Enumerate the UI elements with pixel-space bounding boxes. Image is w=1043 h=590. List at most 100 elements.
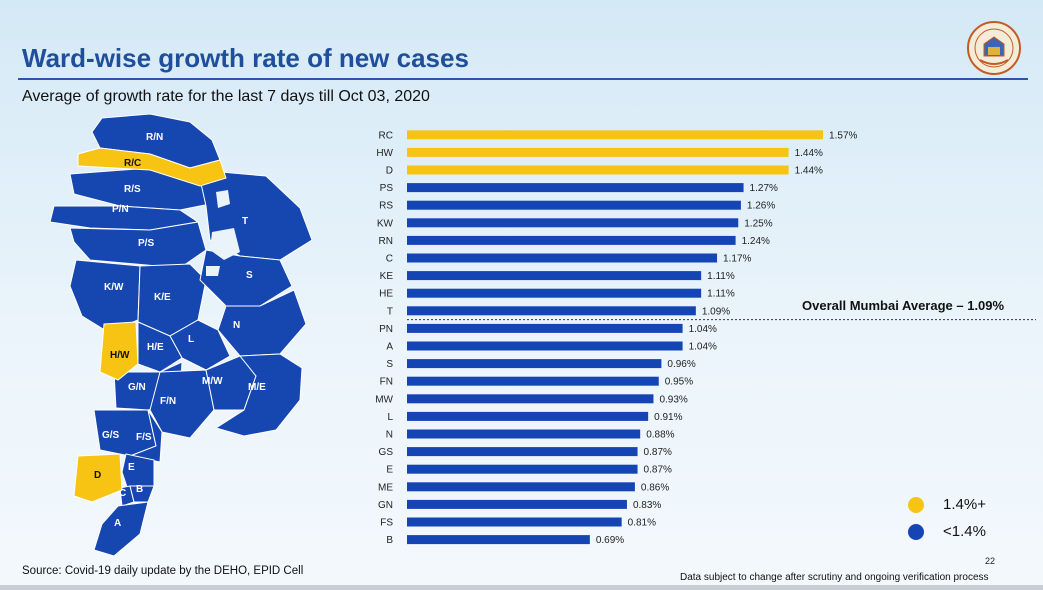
map-labels: R/N R/C R/S P/N P/S K/W K/E T S N L H/W … [94, 132, 266, 529]
growth-rate-bar-chart: RC 1.57% HW 1.44% D 1.44% PS 1.27% RS 1.26% KW 1.25… [375, 130, 1036, 546]
map-label: L [188, 334, 194, 345]
map-label: P/N [112, 204, 129, 215]
category-label: FN [380, 377, 393, 388]
value-label: 0.87% [644, 447, 672, 458]
map-label: S [246, 270, 253, 281]
category-label: T [387, 306, 393, 317]
category-label: HW [376, 148, 393, 159]
value-label: 1.44% [795, 166, 823, 177]
map-label: G/S [102, 430, 120, 441]
map-label: H/E [147, 342, 164, 353]
map-label: A [114, 518, 121, 529]
bar-hw [407, 147, 789, 157]
value-label: 1.04% [689, 324, 717, 335]
value-label: 1.24% [742, 236, 770, 247]
category-label: RS [379, 201, 393, 212]
category-label: C [386, 254, 393, 265]
map-landmass [49, 113, 313, 557]
category-label: L [387, 412, 393, 423]
bar-n [407, 429, 641, 439]
map-label: M/E [248, 382, 266, 393]
lake-hole [216, 190, 230, 208]
bar-fs [407, 517, 622, 527]
bar-e [407, 464, 638, 474]
value-label: 1.11% [707, 271, 735, 282]
category-label: GS [379, 447, 394, 458]
value-label: 1.26% [747, 201, 775, 212]
map-label: M/W [202, 376, 223, 387]
map-label: T [242, 216, 248, 227]
category-label: N [386, 430, 393, 441]
bar-kw [407, 218, 739, 228]
category-label: HE [379, 289, 393, 300]
bar-l [407, 411, 649, 421]
bar-rc [407, 130, 824, 140]
map-label: F/S [136, 432, 152, 443]
legend-label: <1.4% [943, 523, 986, 540]
bar-d [407, 165, 789, 175]
map-label: R/N [146, 132, 163, 143]
bar-c [407, 253, 718, 263]
map-label: N [233, 320, 240, 331]
map-highlighted-wards [73, 147, 227, 503]
bar-rn [407, 235, 736, 245]
lake-hole [206, 266, 220, 276]
ward-shape-a [93, 501, 149, 557]
value-label: 0.91% [654, 412, 682, 423]
value-label: 0.87% [644, 465, 672, 476]
map-label: G/N [128, 382, 146, 393]
value-label: 0.69% [596, 535, 624, 546]
legend-item-low: <1.4% [908, 518, 986, 545]
value-label: 0.96% [667, 359, 695, 370]
legend-dot-low-icon [908, 523, 924, 540]
category-label: A [386, 342, 393, 353]
page-subtitle: Average of growth rate for the last 7 da… [22, 88, 430, 105]
map-label: K/E [154, 292, 171, 303]
municipal-seal-icon [967, 21, 1021, 75]
ward-map: R/N R/C R/S P/N P/S K/W K/E T S N L H/W … [49, 113, 313, 557]
ward-shape-rc [77, 147, 227, 187]
category-label: FS [380, 518, 393, 529]
bar-mw [407, 394, 654, 404]
map-label: C [119, 488, 126, 499]
value-label: 1.44% [795, 148, 823, 159]
value-label: 0.93% [659, 394, 687, 405]
page-number: 22 [985, 556, 996, 566]
category-label: RC [379, 130, 393, 141]
title-divider [18, 78, 1028, 80]
map-label: D [94, 470, 101, 481]
value-label: 0.88% [646, 430, 674, 441]
ward-shape-ps [69, 221, 207, 269]
map-label: K/W [104, 282, 124, 293]
value-label: 1.27% [750, 183, 778, 194]
legend-item-high: 1.4%+ [908, 491, 986, 518]
bar-gs [407, 447, 638, 457]
ward-shape-hw [99, 321, 139, 381]
bottom-band [0, 585, 1043, 590]
category-label: KE [380, 271, 394, 282]
average-annotation: Overall Mumbai Average – 1.09% [802, 298, 1005, 313]
value-label: 1.11% [707, 289, 735, 300]
source-note: Source: Covid-19 daily update by the DEH… [22, 565, 304, 577]
disclaimer-note: Data subject to change after scrutiny an… [680, 572, 989, 583]
ward-shape-d [73, 453, 123, 503]
value-label: 1.25% [744, 218, 772, 229]
category-label: PN [379, 324, 393, 335]
bar-a [407, 341, 683, 351]
map-label: F/N [160, 396, 176, 407]
map-holes [206, 190, 240, 276]
category-label: RN [379, 236, 393, 247]
bar-t [407, 306, 696, 316]
map-label: R/C [124, 158, 141, 169]
value-label: 1.04% [689, 342, 717, 353]
legend-dot-high-icon [908, 496, 924, 513]
category-label: E [386, 465, 393, 476]
bar-pn [407, 323, 683, 333]
bar-ke [407, 271, 702, 281]
category-label: D [386, 166, 393, 177]
legend-label: 1.4%+ [943, 496, 986, 513]
category-label: B [386, 535, 393, 546]
value-label: 0.83% [633, 500, 661, 511]
category-label: PS [380, 183, 394, 194]
category-label: ME [378, 482, 393, 493]
